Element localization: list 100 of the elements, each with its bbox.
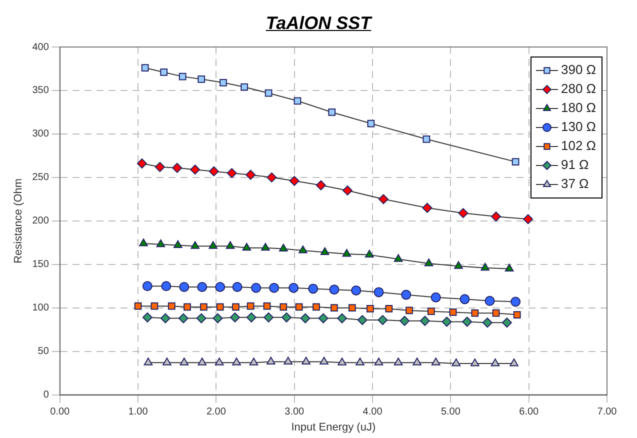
point [462, 316, 472, 327]
point [172, 162, 182, 173]
y-tick-label: 250 [32, 172, 50, 184]
point [220, 78, 227, 86]
point [337, 313, 348, 324]
point [246, 302, 254, 310]
point [365, 250, 374, 258]
point [232, 303, 240, 311]
point [356, 358, 364, 366]
point [196, 313, 206, 324]
point [427, 308, 435, 316]
point [226, 241, 235, 249]
point [264, 312, 274, 322]
point [178, 313, 188, 324]
point [492, 309, 500, 317]
y-tick-label: 200 [32, 216, 50, 227]
point [504, 264, 514, 272]
point [394, 358, 403, 366]
point [263, 302, 271, 310]
point [329, 284, 340, 295]
point [484, 296, 495, 306]
point [318, 313, 328, 324]
point [320, 356, 328, 365]
point [215, 282, 226, 292]
point [422, 202, 432, 213]
point [279, 244, 288, 252]
point [251, 282, 262, 293]
y-tick-label: 300 [32, 128, 50, 140]
y-tick-label: 150 [32, 259, 50, 270]
point [374, 358, 384, 366]
point [366, 305, 374, 312]
point [198, 75, 206, 83]
point [330, 304, 338, 312]
point [150, 302, 158, 310]
point [357, 315, 368, 326]
point [480, 262, 490, 271]
x-axis-title: Input Energy (uJ) [291, 421, 376, 434]
point [154, 162, 165, 172]
point [180, 358, 189, 366]
point [232, 358, 241, 366]
legend-label: 102 Ω [560, 138, 596, 154]
point [141, 64, 149, 72]
point [328, 108, 336, 116]
point [208, 166, 219, 176]
point [246, 170, 256, 180]
point [208, 241, 218, 249]
point [512, 158, 520, 166]
point [168, 302, 176, 310]
point [308, 284, 318, 294]
x-tick-label: 6.00 [519, 406, 540, 418]
point [179, 282, 190, 292]
y-tick-label: 400 [32, 42, 50, 53]
point [266, 356, 276, 365]
point [458, 208, 468, 218]
y-tick-label: 100 [32, 302, 50, 314]
point [490, 358, 500, 366]
point [139, 238, 148, 246]
legend-label: 130 Ω [560, 119, 596, 134]
point [523, 214, 534, 224]
point [316, 180, 326, 190]
point [510, 296, 521, 307]
point [269, 282, 280, 293]
point [300, 313, 310, 324]
point [460, 294, 470, 304]
point [142, 281, 152, 292]
point [422, 135, 430, 143]
legend-label: 37 Ω [560, 176, 590, 192]
point [400, 316, 410, 326]
point [232, 282, 242, 292]
point [401, 290, 412, 300]
point [178, 72, 186, 80]
point [214, 358, 224, 366]
point [156, 239, 166, 248]
point [197, 282, 208, 292]
legend-label: 180 Ω [560, 100, 596, 116]
x-tick-label: 5.00 [440, 406, 461, 418]
point [184, 303, 191, 311]
point [136, 158, 147, 169]
point [351, 285, 362, 296]
legend-label: 91 Ω [560, 157, 590, 172]
point [160, 68, 168, 76]
point [212, 313, 223, 324]
point [470, 358, 480, 366]
point [510, 358, 518, 366]
point [442, 316, 452, 327]
point [294, 97, 302, 105]
point [513, 311, 521, 318]
point [226, 168, 237, 178]
point [144, 358, 153, 366]
point [348, 304, 356, 312]
point [242, 242, 252, 251]
y-tick-label: 0 [43, 390, 50, 401]
point [198, 358, 207, 366]
y-tick-label: 50 [38, 346, 50, 358]
point [471, 309, 479, 317]
point [452, 358, 461, 366]
point [266, 172, 277, 182]
point [406, 306, 413, 314]
legend-label: 390 Ω [560, 62, 596, 78]
point [412, 358, 422, 366]
